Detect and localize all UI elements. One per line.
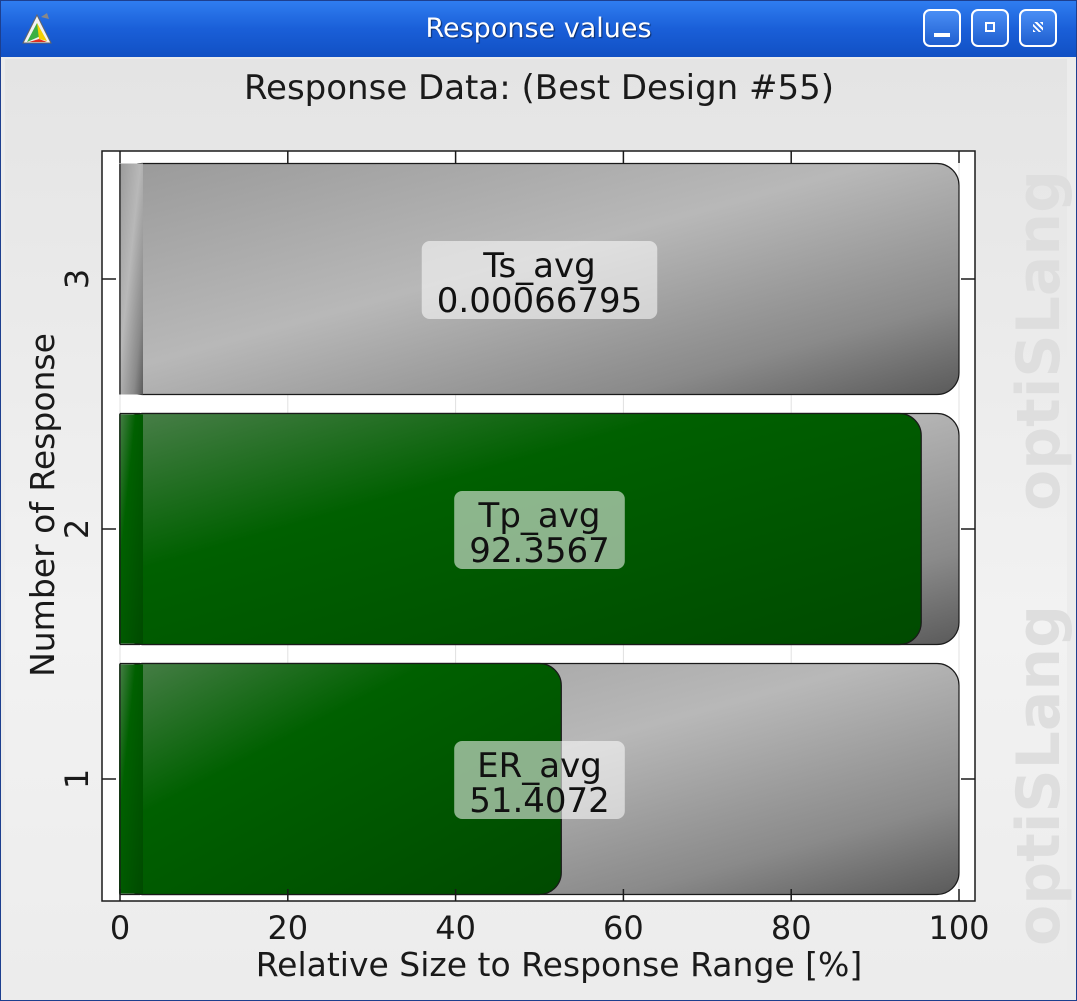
y-axis: 1 2 3 <box>58 269 975 789</box>
bar-label-box <box>421 241 658 319</box>
close-icon <box>1033 22 1043 32</box>
maximize-button[interactable] <box>971 9 1009 47</box>
bar-label-name: ER_avg <box>477 746 602 786</box>
x-tick-label: 20 <box>267 909 308 947</box>
y-tick-label: 2 <box>58 519 96 539</box>
bar-label-box <box>454 491 625 569</box>
close-button[interactable] <box>1019 9 1057 47</box>
x-tick-label: 100 <box>928 909 989 947</box>
optislang-app-icon[interactable] <box>17 9 57 49</box>
bar-label-value: 51.4072 <box>469 781 610 821</box>
watermark-text: optiSLang <box>1004 605 1074 946</box>
x-tick-label: 60 <box>603 909 644 947</box>
bar-value-edge <box>119 414 143 644</box>
x-tick-label: 80 <box>771 909 812 947</box>
x-axis-label: Relative Size to Response Range [%] <box>256 945 863 984</box>
y-tick-label: 3 <box>58 269 96 289</box>
maximize-icon <box>985 22 995 32</box>
minimize-icon <box>934 33 950 37</box>
x-tick-label: 0 <box>110 909 130 947</box>
bar-label-value: 0.00066795 <box>437 281 643 321</box>
y-tick-label: 1 <box>58 769 96 789</box>
y-axis-label: Number of Response <box>23 333 62 677</box>
bar-label-box <box>454 741 625 819</box>
bar-label-name: Tp_avg <box>478 496 601 536</box>
x-axis: 0 20 40 60 80 100 <box>110 151 990 947</box>
bar-range-background-edge <box>119 163 143 395</box>
bar-label-name: Ts_avg <box>482 246 595 286</box>
x-tick-label: 40 <box>435 909 476 947</box>
bar-label-value: 92.3567 <box>469 531 610 571</box>
bar-value-edge <box>119 664 143 894</box>
chart-title: Response Data: (Best Design #55) <box>244 68 834 108</box>
window-title: Response values <box>425 13 652 44</box>
title-bar[interactable]: Response values <box>1 1 1076 57</box>
minimize-button[interactable] <box>923 9 961 47</box>
watermark-text: optiSLang <box>1004 170 1074 511</box>
